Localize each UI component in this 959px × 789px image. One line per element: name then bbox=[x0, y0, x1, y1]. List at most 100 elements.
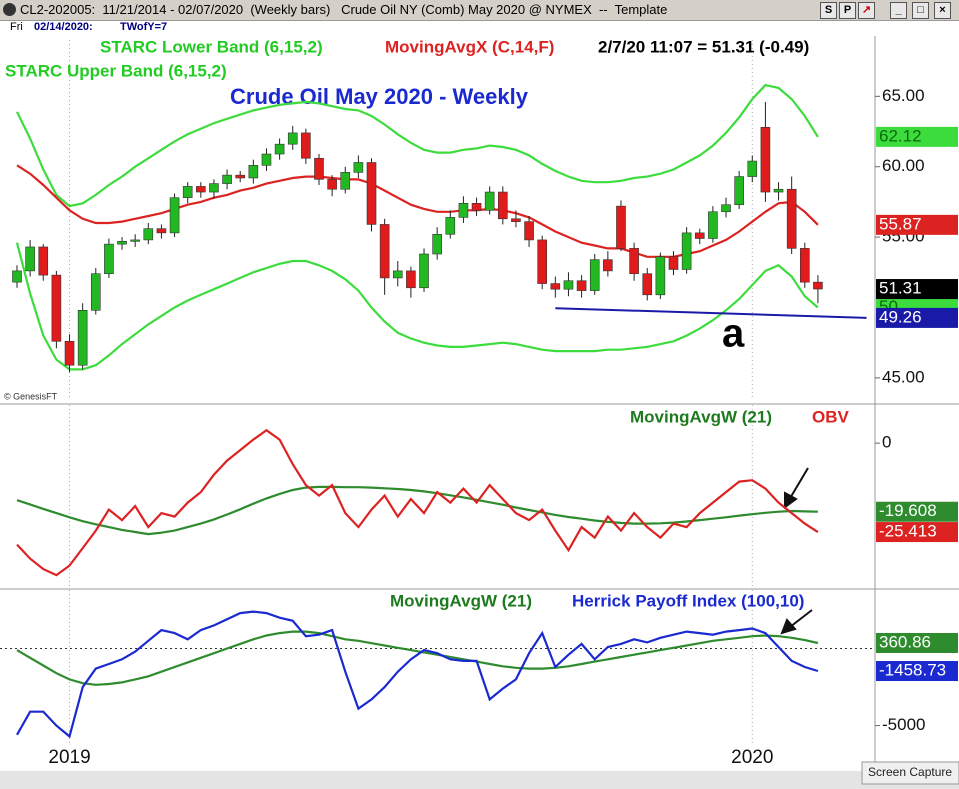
candle-body bbox=[445, 217, 456, 235]
day: Fri bbox=[10, 21, 23, 33]
candle-body bbox=[694, 232, 705, 239]
candle-body bbox=[655, 256, 666, 296]
candle-body bbox=[471, 203, 482, 211]
candle-body bbox=[524, 221, 534, 241]
candle-body bbox=[51, 274, 62, 342]
scrollbar[interactable] bbox=[0, 771, 959, 789]
legend-entry: MovingAvgW (21) bbox=[630, 407, 772, 426]
candle-body bbox=[235, 174, 246, 179]
trendline bbox=[555, 307, 867, 319]
candle-body bbox=[327, 179, 337, 190]
series-line bbox=[16, 630, 819, 686]
minimize-button[interactable]: _ bbox=[890, 2, 907, 19]
candle-body bbox=[760, 126, 771, 193]
candle-body bbox=[734, 176, 744, 206]
candle-body bbox=[130, 239, 140, 242]
candle-body bbox=[799, 248, 810, 283]
candle-body bbox=[786, 188, 797, 249]
candle-body bbox=[156, 228, 167, 234]
candle-body bbox=[104, 243, 114, 275]
toolbar-button[interactable]: S bbox=[820, 2, 837, 19]
y-tick-label: 60.00 bbox=[882, 156, 925, 175]
candle-body bbox=[117, 241, 127, 245]
candle-body bbox=[537, 239, 548, 284]
maximize-button[interactable]: □ bbox=[912, 2, 929, 19]
value-label-box bbox=[876, 214, 958, 235]
value-label-text: -19.608 bbox=[879, 501, 937, 520]
candle-body bbox=[353, 162, 364, 173]
candle-body bbox=[563, 280, 574, 290]
value-label: -1458.73 bbox=[876, 661, 958, 682]
legend-entry: MovingAvgX (C,14,F) bbox=[385, 37, 554, 56]
candle-body bbox=[773, 188, 784, 193]
candle-body bbox=[681, 232, 692, 270]
candle-body bbox=[721, 204, 731, 213]
legend-entry: STARC Upper Band (6,15,2) bbox=[5, 61, 227, 80]
candle-body bbox=[668, 256, 679, 270]
candle-body bbox=[406, 270, 416, 289]
toolbar-button[interactable]: P bbox=[839, 2, 856, 19]
value-label-box bbox=[876, 522, 958, 543]
candle-body bbox=[169, 197, 180, 234]
date: 02/14/2020: bbox=[34, 21, 93, 33]
value-label: -25.413 bbox=[876, 522, 958, 543]
candle-body bbox=[12, 270, 22, 283]
candle-body bbox=[274, 143, 285, 155]
candle-body bbox=[458, 203, 469, 218]
y-tick-label: 0 bbox=[882, 433, 891, 452]
legend-entry: Herrick Payoff Index (100,10) bbox=[572, 591, 804, 610]
candle-body bbox=[366, 162, 377, 225]
value-label: 360.86 bbox=[876, 632, 958, 653]
candle-body bbox=[248, 164, 259, 179]
candle-body bbox=[287, 132, 298, 145]
arrow bbox=[780, 467, 813, 635]
candle-body bbox=[379, 224, 390, 279]
series-line bbox=[16, 610, 819, 739]
candle-body bbox=[261, 153, 272, 166]
legend-entry: OBV bbox=[812, 407, 850, 426]
status-tab[interactable] bbox=[861, 761, 959, 785]
value-label-text: 62.12 bbox=[879, 126, 922, 145]
series-line bbox=[16, 428, 819, 577]
candle-body bbox=[498, 191, 508, 220]
candle-body bbox=[550, 283, 561, 290]
app-icon bbox=[3, 3, 16, 16]
candle-body bbox=[616, 205, 626, 249]
series-line bbox=[16, 485, 818, 536]
value-label-box bbox=[876, 279, 958, 300]
candle-body bbox=[182, 186, 193, 198]
close-button[interactable]: × bbox=[934, 2, 951, 19]
value-label-text: -1458.73 bbox=[879, 661, 946, 680]
value-label-text: 360.86 bbox=[879, 632, 931, 651]
value-label-text: -25.413 bbox=[879, 522, 937, 541]
candle-body bbox=[340, 172, 351, 190]
candle-body bbox=[222, 174, 232, 184]
candle-body bbox=[314, 157, 324, 180]
status-text: Screen Capture bbox=[868, 765, 952, 779]
series-line bbox=[16, 83, 819, 208]
candle-body bbox=[629, 248, 639, 275]
y-tick-label: 65.00 bbox=[882, 86, 925, 105]
candle-body bbox=[589, 259, 600, 291]
candle-body bbox=[38, 246, 49, 276]
info: TWofY=7 bbox=[120, 21, 168, 33]
candle-body bbox=[432, 233, 442, 255]
candle-body bbox=[813, 281, 823, 290]
candle-body bbox=[196, 186, 206, 193]
candle-body bbox=[419, 253, 429, 289]
legend-entry: MovingAvgW (21) bbox=[390, 591, 532, 610]
toolbar-button[interactable]: ↗ bbox=[858, 2, 875, 19]
candle-body bbox=[25, 246, 35, 272]
candle-body bbox=[642, 273, 653, 296]
value-label: 49.26 bbox=[876, 307, 958, 328]
value-label-box bbox=[876, 501, 958, 522]
candle-body bbox=[708, 211, 718, 239]
credit: © GenesisFT bbox=[4, 391, 58, 401]
value-label: 51.31 bbox=[876, 279, 958, 300]
value-label-text: 49.26 bbox=[879, 307, 922, 326]
info-row: Fri 02/14/2020: TWofY=7 bbox=[0, 21, 959, 36]
value-label-text: 55.87 bbox=[879, 214, 922, 233]
title-bar: CL2-202005: 11/21/2014 - 02/07/2020 (Wee… bbox=[0, 0, 959, 21]
value-label: 62.12 bbox=[876, 126, 958, 147]
